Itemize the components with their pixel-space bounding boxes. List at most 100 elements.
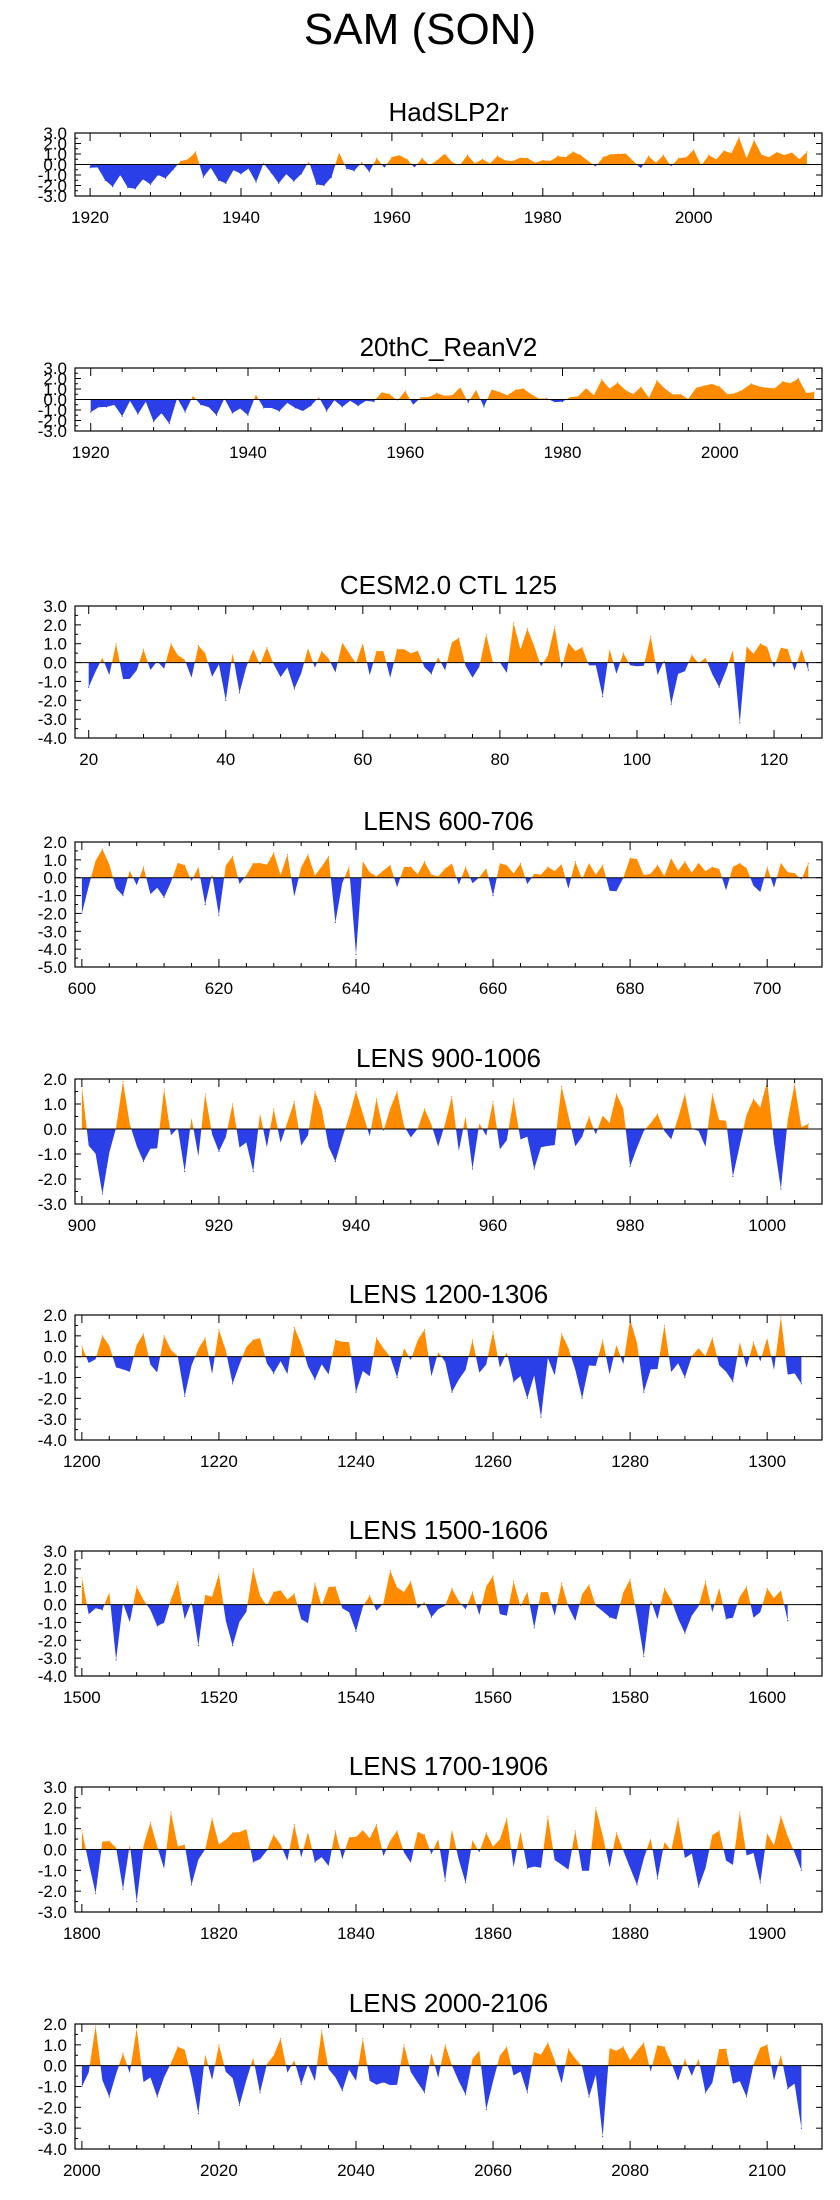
data-point — [184, 864, 186, 866]
y-tick-label: 2.0 — [43, 370, 67, 389]
data-point — [579, 154, 582, 156]
data-point — [481, 158, 484, 160]
data-point — [232, 1383, 234, 1385]
y-tick-label: -1.0 — [38, 401, 67, 420]
data-point — [101, 1335, 103, 1337]
data-point — [168, 423, 170, 425]
y-tick-label: -2.0 — [38, 1631, 67, 1650]
y-tick-label: -3.0 — [38, 187, 67, 206]
data-point — [643, 1391, 645, 1393]
plot-frame — [74, 2023, 823, 2150]
x-tick-label: 2080 — [611, 2161, 649, 2180]
data-point — [231, 412, 233, 414]
data-point — [314, 1861, 316, 1863]
data-point — [410, 1580, 412, 1582]
data-point — [602, 695, 604, 698]
data-point — [506, 1817, 508, 1819]
data-point — [355, 1391, 357, 1393]
data-point — [436, 392, 438, 394]
data-point — [396, 648, 398, 651]
y-tick-label: 0.0 — [43, 156, 67, 175]
y-tick-label: 2.0 — [43, 833, 67, 852]
data-point — [396, 1830, 398, 1832]
data-point — [396, 1376, 398, 1379]
data-point — [115, 643, 117, 645]
y-tick-label: -3.0 — [38, 1903, 67, 1922]
data-point — [602, 2135, 604, 2138]
data-point — [794, 1083, 796, 1085]
panel-title: LENS 900-1006 — [356, 1043, 541, 1073]
data-point — [609, 1616, 611, 1618]
y-tick-label: 2.0 — [43, 1070, 67, 1089]
data-point — [704, 1580, 707, 1582]
data-point — [806, 151, 808, 153]
data-point — [533, 1627, 535, 1629]
data-point — [513, 1381, 515, 1383]
data-point — [629, 1579, 631, 1581]
x-tick-label: 120 — [760, 750, 788, 769]
data-point — [471, 1339, 474, 1341]
data-point — [122, 2052, 124, 2054]
data-point — [334, 921, 336, 924]
data-point — [369, 871, 371, 874]
data-point — [270, 172, 272, 174]
data-point — [807, 1123, 809, 1125]
x-tick-label: 1000 — [748, 1216, 786, 1235]
data-point — [202, 176, 204, 178]
y-tick-label: 1.0 — [43, 635, 67, 654]
data-point — [204, 1337, 206, 1339]
y-tick-label: 3.0 — [43, 124, 67, 143]
y-tick-label: -2.0 — [38, 1170, 67, 1189]
data-point — [215, 414, 218, 416]
data-point — [321, 650, 323, 652]
data-point — [293, 1100, 295, 1103]
y-tick-label: 0.0 — [43, 1120, 67, 1139]
data-point — [423, 2092, 426, 2094]
data-point — [157, 174, 159, 176]
data-point — [218, 1150, 220, 1153]
y-tick-label: -3.0 — [38, 1649, 67, 1668]
x-tick-label: 1920 — [71, 208, 109, 227]
positive-area — [81, 1081, 809, 1129]
negative-area — [88, 662, 809, 723]
data-point — [745, 157, 748, 159]
data-point — [232, 855, 234, 857]
data-point — [108, 2096, 110, 2098]
y-tick-label: -4.0 — [38, 1667, 67, 1686]
data-point — [451, 1095, 453, 1098]
data-point — [719, 386, 721, 388]
data-point — [492, 895, 494, 897]
data-point — [622, 2046, 624, 2048]
data-point — [797, 377, 800, 380]
y-tick-label: 3.0 — [43, 597, 67, 616]
data-point — [88, 686, 90, 688]
x-tick-label: 2000 — [701, 443, 739, 462]
data-point — [513, 1580, 515, 1582]
data-point — [650, 635, 652, 637]
data-point — [581, 646, 583, 649]
data-point — [766, 1587, 768, 1590]
x-tick-label: 960 — [479, 1216, 507, 1235]
data-point — [526, 1397, 528, 1399]
data-point — [643, 2042, 645, 2044]
x-tick-label: 1200 — [63, 1452, 101, 1471]
y-tick-label: -4.0 — [38, 940, 67, 959]
y-tick-label: 0.0 — [43, 391, 67, 410]
y-tick-label: -1.0 — [38, 887, 67, 906]
data-point — [153, 421, 155, 423]
data-point — [81, 1345, 83, 1347]
y-tick-label: -4.0 — [38, 1431, 67, 1450]
data-point — [355, 1630, 357, 1632]
data-point — [798, 158, 801, 160]
data-point — [711, 866, 713, 868]
data-point — [396, 1090, 398, 1093]
data-point — [725, 1618, 727, 1620]
chart-panel-2: 20thC_ReanV2 3.02.01.00.0-1.0-2.0-3.0 1920… — [38, 332, 823, 462]
data-point — [572, 151, 574, 153]
x-tick-label: 100 — [623, 750, 651, 769]
data-point — [533, 1168, 535, 1170]
data-point — [321, 2029, 323, 2031]
data-point — [647, 155, 650, 157]
data-point — [293, 180, 295, 182]
